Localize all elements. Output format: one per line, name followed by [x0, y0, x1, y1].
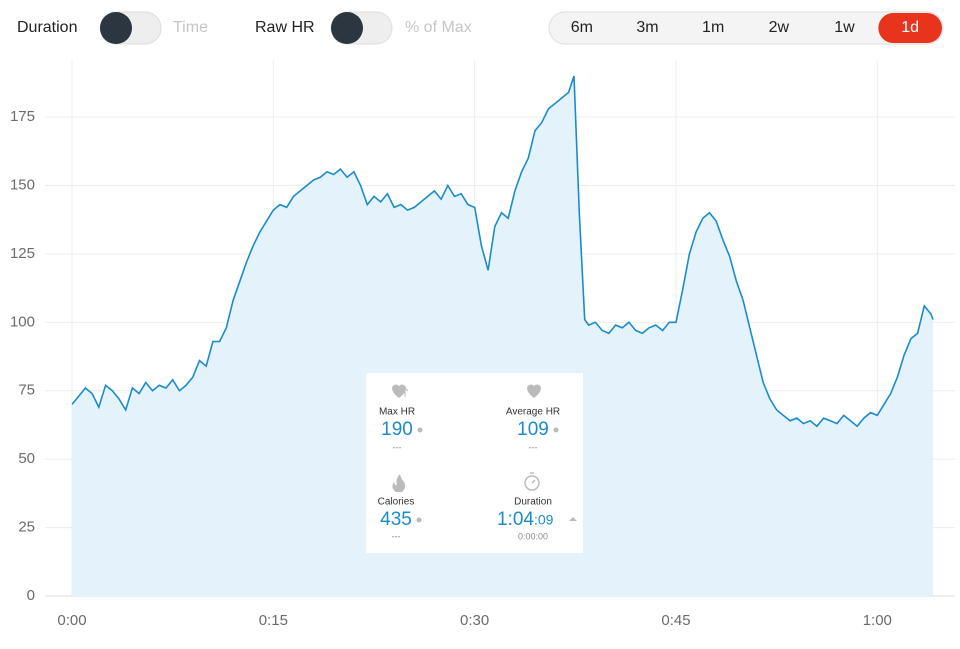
stat-value: 190	[381, 419, 413, 440]
range-button[interactable]: 6m	[571, 19, 593, 36]
y-tick-label: 125	[10, 245, 35, 262]
icon	[530, 472, 536, 484]
stats-panel: Max HR 190 --- Average HR 109 --- Calori…	[366, 373, 583, 553]
x-tick-label: 0:15	[259, 612, 288, 629]
toggle-label: % of Max	[405, 19, 472, 36]
x-tick-label: 0:45	[661, 612, 690, 629]
icon	[392, 384, 406, 398]
range-active[interactable]	[878, 13, 942, 43]
range-button[interactable]: 1d	[901, 19, 919, 36]
toggle-label: Duration	[17, 19, 77, 36]
dot	[417, 427, 423, 433]
stat-label: Max HR	[379, 407, 415, 418]
stat-value: 435	[380, 509, 412, 530]
stat-compare: ---	[393, 442, 402, 452]
x-tick-label: 0:00	[57, 612, 86, 629]
y-tick-label: 25	[18, 519, 35, 536]
icon	[401, 387, 409, 397]
x-tick-label: 0:30	[460, 612, 489, 629]
stat-label: Calories	[378, 497, 415, 508]
toggle-knob[interactable]	[331, 12, 363, 44]
stat-label: Average HR	[506, 407, 560, 418]
y-tick-label: 75	[18, 382, 35, 399]
dot	[416, 517, 422, 523]
y-tick-label: 0	[27, 587, 35, 604]
y-tick-label: 150	[10, 176, 35, 193]
line	[71, 75, 934, 428]
x-tick-label: 1:00	[863, 612, 892, 629]
y-tick-label: 175	[10, 108, 35, 125]
range-button[interactable]: 1w	[834, 19, 855, 36]
icon	[392, 474, 406, 492]
stat-label: Duration	[514, 497, 552, 508]
stat-value: 109	[517, 419, 549, 440]
y-tick-label: 50	[18, 450, 35, 467]
stat-compare: 0:00:00	[518, 531, 548, 541]
range-button[interactable]: 1m	[702, 19, 724, 36]
toggle[interactable]	[330, 11, 393, 45]
toggle-label: Time	[173, 19, 208, 36]
range-button[interactable]: 3m	[636, 19, 658, 36]
range-button[interactable]: 2w	[769, 19, 790, 36]
dot	[553, 427, 559, 433]
stat-compare: ---	[529, 442, 538, 452]
icon	[527, 384, 541, 398]
stat-compare: ---	[392, 531, 401, 541]
toggle-knob[interactable]	[100, 12, 132, 44]
range-selector	[548, 11, 944, 45]
stat-value: 1:04	[497, 509, 534, 530]
arrow	[569, 517, 577, 521]
stat-value-sub: :09	[534, 512, 554, 528]
toggle-label: Raw HR	[255, 19, 315, 36]
panel-bg	[366, 373, 583, 553]
area	[72, 76, 933, 596]
y-tick-label: 100	[10, 313, 35, 330]
icon	[524, 475, 540, 491]
toggle[interactable]	[99, 11, 162, 45]
